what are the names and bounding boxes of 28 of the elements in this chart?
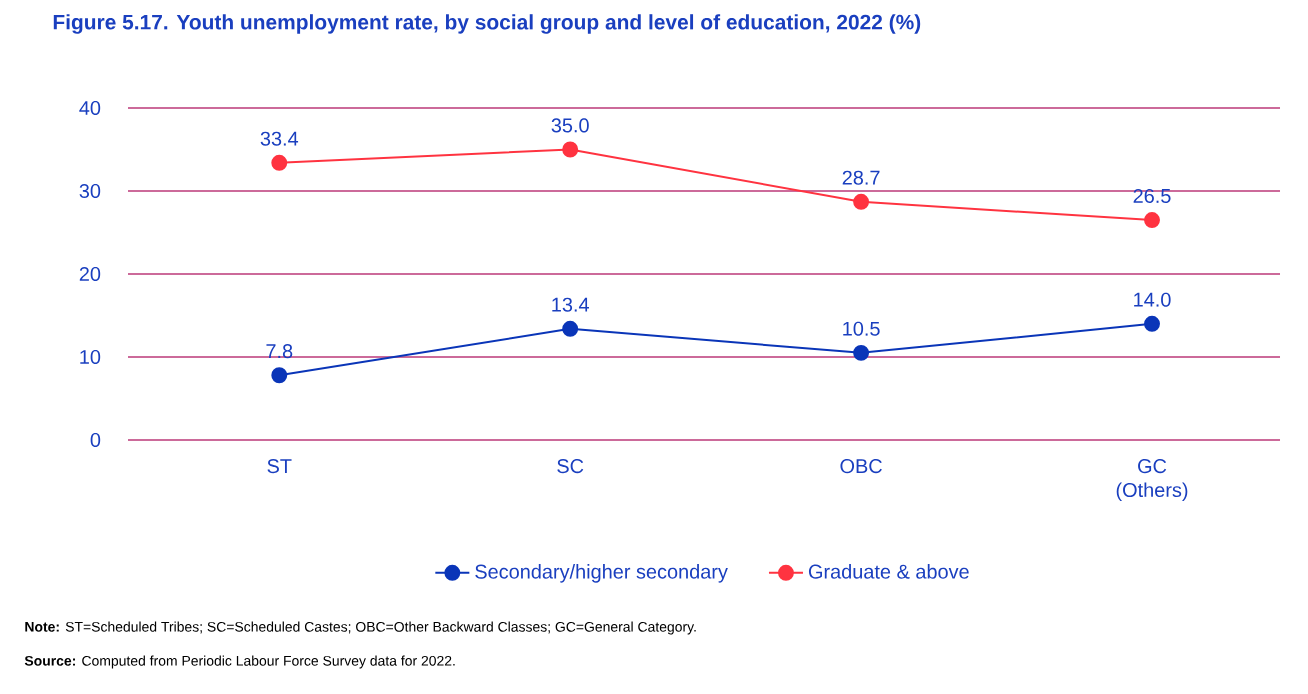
point bbox=[1144, 212, 1160, 229]
y-tick-label: 20 bbox=[79, 266, 101, 282]
y-tick-label: 0 bbox=[90, 432, 101, 448]
data-label: 35.0 bbox=[551, 118, 589, 133]
x-tick-label: GC (Others) bbox=[1116, 459, 1188, 501]
y-tick-label: 10 bbox=[80, 349, 101, 365]
point bbox=[271, 154, 288, 171]
data-label: 14.0 bbox=[1134, 292, 1171, 307]
y-tick-label: 40 bbox=[79, 100, 101, 116]
legend-label: Graduate & above bbox=[808, 564, 969, 579]
point bbox=[562, 320, 579, 337]
x-tick-label: SC bbox=[557, 459, 584, 474]
legend-label: Secondary/higher secondary bbox=[475, 564, 728, 583]
point bbox=[1144, 315, 1160, 332]
y-tick-label: 30 bbox=[79, 183, 101, 199]
point bbox=[271, 367, 288, 384]
point bbox=[853, 193, 870, 210]
data-label: 33.4 bbox=[260, 131, 299, 146]
point bbox=[562, 141, 579, 158]
chart-title: Figure 5.17. Youth unemployment rate, by social group and level of education, 2022 (%) bbox=[53, 14, 921, 34]
data-label: 7.8 bbox=[266, 344, 293, 359]
point bbox=[853, 344, 870, 361]
data-label: 28.7 bbox=[842, 170, 880, 185]
x-tick-label: ST bbox=[267, 459, 292, 474]
data-label: 13.4 bbox=[552, 297, 589, 312]
x-tick-label: OBC bbox=[840, 459, 882, 474]
data-label: 26.5 bbox=[1133, 188, 1171, 203]
data-label: 10.5 bbox=[843, 321, 880, 336]
